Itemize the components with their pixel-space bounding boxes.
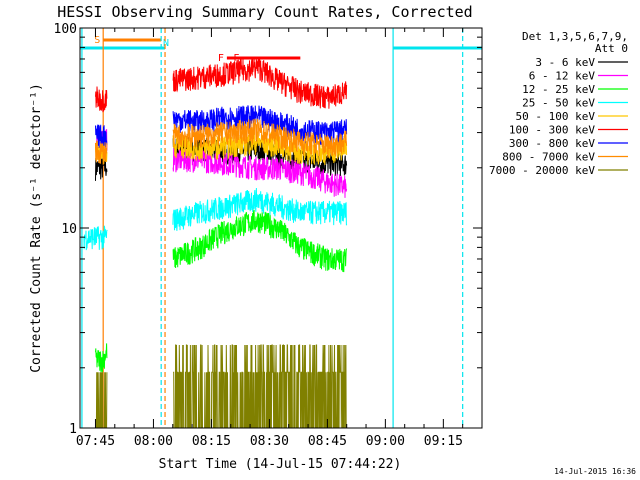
flag-label: F [233, 53, 239, 64]
legend-label: 800 - 7000 keV [502, 151, 595, 164]
chart-title: HESSI Observing Summary Count Rates, Cor… [57, 3, 472, 21]
y-tick-label: 1 [69, 422, 77, 437]
x-tick-label: 08:45 [308, 434, 347, 449]
legend-label: 50 - 100 keV [516, 110, 596, 123]
series-line-7 [95, 118, 348, 165]
flag-label: N [163, 38, 169, 49]
x-tick-label: 09:15 [424, 434, 463, 449]
x-axis-label: Start Time (14-Jul-15 07:44:22) [159, 457, 402, 472]
legend-label: 300 - 800 keV [509, 137, 595, 150]
series-layer [83, 57, 348, 428]
series-line-3 [83, 187, 348, 251]
y-tick-label: 10 [61, 222, 77, 237]
flag-label: S [94, 35, 100, 46]
y-tick-label: 100 [54, 22, 77, 37]
legend-label: 100 - 300 keV [509, 124, 595, 137]
x-tick-label: 08:00 [134, 434, 173, 449]
series-line-6 [95, 105, 348, 148]
x-tick-label: 08:15 [192, 434, 231, 449]
x-tick-label: 08:30 [250, 434, 289, 449]
legend-label: 7000 - 20000 keV [489, 164, 595, 177]
legend-header-line1: Det 1,3,5,6,7,9, [522, 30, 628, 43]
legend-label: 12 - 25 keV [522, 83, 595, 96]
legend-header-line2: Att 0 [595, 42, 628, 55]
footer-date: 14-Jul-2015 16:36 [554, 467, 636, 476]
x-tick-label: 07:45 [76, 434, 115, 449]
series-line-8 [95, 344, 347, 428]
y-axis-label: Corrected Count Rate (s⁻¹ detector⁻¹) [29, 83, 44, 373]
flag-layer: S N F F [80, 35, 482, 64]
series-line-2 [95, 209, 348, 373]
x-tick-label: 09:00 [366, 434, 405, 449]
series-line-5 [95, 57, 348, 113]
legend-label: 6 - 12 keV [529, 70, 596, 83]
legend-label: 3 - 6 keV [535, 56, 595, 69]
legend-label: 25 - 50 keV [522, 97, 595, 110]
tick-layer: 07:45 08:00 08:15 08:30 08:45 09:00 09:15 1 10 10… [54, 22, 483, 449]
flag-label: F [218, 53, 224, 64]
